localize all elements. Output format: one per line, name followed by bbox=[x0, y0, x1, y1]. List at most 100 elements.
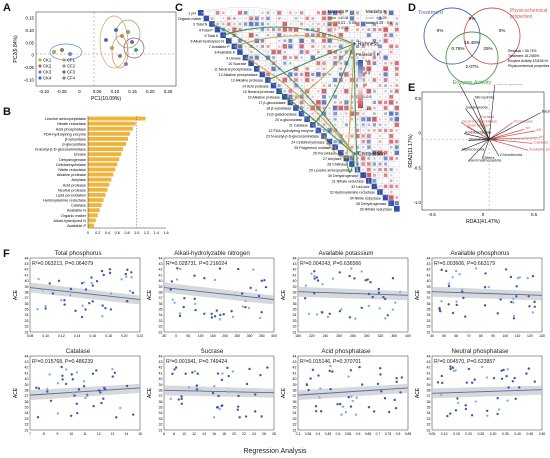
heatmap-square bbox=[222, 17, 225, 20]
regression-xtick: 320 bbox=[378, 334, 384, 338]
heatmap-square bbox=[390, 17, 392, 19]
pearson-colorbar-seg bbox=[358, 104, 363, 106]
heatmap-square bbox=[395, 44, 399, 49]
regression-line bbox=[163, 389, 275, 394]
mantel-link-richness bbox=[312, 43, 355, 126]
regression-ytick: 37 bbox=[25, 394, 29, 398]
heatmap-square bbox=[367, 151, 370, 154]
heatmap-square bbox=[356, 140, 359, 143]
regression-xtick: 0.12 bbox=[58, 334, 65, 338]
regression-ytick: 43 bbox=[25, 262, 29, 266]
regression-xtick: 26 bbox=[262, 432, 266, 436]
regression-point bbox=[91, 284, 95, 287]
regression-point bbox=[336, 403, 339, 406]
heatmap-square bbox=[345, 23, 348, 25]
regression-xtick: 100 bbox=[502, 334, 508, 338]
pca-legend-label: CF4 bbox=[67, 76, 76, 81]
regression-ytick: 43 bbox=[159, 360, 163, 364]
regression-panel: Neutral phosphatase 31 32 33 34 35 36 37 38 39 40 4… bbox=[414, 348, 546, 444]
heatmap-square bbox=[345, 134, 348, 138]
regression-point bbox=[226, 366, 229, 370]
regression-ytick: 39 bbox=[25, 383, 29, 387]
regression-point bbox=[195, 388, 199, 391]
regression-ylabel: ACE bbox=[281, 289, 287, 300]
heatmap-square bbox=[233, 17, 236, 20]
regression-point bbox=[326, 315, 330, 319]
regression-xtick: 0.45 bbox=[325, 432, 332, 436]
regression-point bbox=[69, 293, 72, 297]
heatmap-square bbox=[390, 151, 393, 154]
heatmap-square bbox=[328, 106, 331, 110]
heatmap-square bbox=[316, 61, 321, 66]
regression-point bbox=[111, 375, 114, 378]
heatmap-square bbox=[350, 73, 354, 76]
regression-point bbox=[314, 409, 318, 413]
heatmap-square bbox=[328, 84, 332, 88]
heatmap-square bbox=[350, 117, 354, 121]
regression-point bbox=[49, 399, 53, 403]
heatmap-square bbox=[395, 78, 398, 82]
heatmap-square bbox=[389, 94, 394, 99]
rda-env-label: Sucrase bbox=[480, 115, 494, 119]
pearson-colorbar-seg bbox=[358, 103, 363, 105]
heatmap-row-label: 27 Amylase bbox=[323, 157, 342, 161]
heatmap-square bbox=[306, 12, 308, 14]
regression-point bbox=[84, 308, 87, 311]
heatmap-square bbox=[394, 89, 399, 94]
regression-point bbox=[203, 276, 206, 280]
heatmap-square bbox=[350, 134, 354, 138]
regression-xtick: 0.20 bbox=[465, 432, 472, 436]
heatmap-square bbox=[328, 112, 331, 115]
rda-ytick: -0.5 bbox=[413, 165, 421, 170]
mantel-p-legend-label: 0.01 - 0.05 bbox=[338, 21, 356, 25]
vip-bar bbox=[88, 182, 110, 187]
heatmap-square bbox=[395, 17, 399, 20]
regression-point bbox=[462, 296, 465, 300]
regression-frame bbox=[29, 257, 141, 333]
regression-xtick: 250 bbox=[234, 334, 240, 338]
mantel-link-richness bbox=[345, 43, 355, 159]
venn-residual-line: Physicochemical properties 45.4903% bbox=[508, 64, 550, 68]
pearson-colorbar-seg bbox=[358, 76, 363, 79]
regression-ytick: 41 bbox=[25, 273, 29, 277]
heatmap-square bbox=[322, 67, 326, 71]
heatmap-square bbox=[327, 21, 332, 27]
regression-point bbox=[304, 284, 308, 287]
regression-point bbox=[101, 304, 104, 307]
heatmap-square bbox=[271, 66, 276, 72]
regression-ytick: 37 bbox=[293, 394, 297, 398]
regression-ytick: 40 bbox=[293, 279, 297, 283]
heatmap-square bbox=[271, 27, 276, 32]
heatmap-square bbox=[243, 10, 248, 15]
regression-point bbox=[88, 301, 91, 305]
regression-panel: Available potassium 31 32 33 34 35 36 37 38 39 40 4… bbox=[280, 250, 412, 346]
regression-ytick: 44 bbox=[293, 256, 297, 260]
heatmap-square bbox=[378, 128, 382, 133]
pearson-tick: -0.5 bbox=[365, 95, 372, 99]
heatmap-square bbox=[249, 16, 254, 21]
heatmap-square bbox=[339, 90, 342, 93]
regression-ytick: 44 bbox=[293, 354, 297, 358]
pca-point bbox=[118, 54, 122, 58]
pca-xtick: 0.10 bbox=[111, 89, 120, 94]
heatmap-square bbox=[283, 34, 286, 37]
regression-point bbox=[218, 407, 221, 411]
heatmap-square bbox=[306, 107, 309, 109]
regression-point bbox=[221, 372, 224, 375]
regression-point bbox=[340, 308, 343, 311]
regression-xtick: 14 bbox=[124, 432, 128, 436]
heatmap-square bbox=[345, 68, 348, 70]
richness-label: Richness bbox=[358, 42, 379, 48]
regression-xtick: 12 bbox=[97, 432, 101, 436]
venn-residual-line: Enzyme Activity 43.8161% bbox=[508, 59, 548, 63]
regression-point bbox=[470, 414, 474, 417]
heatmap-square bbox=[295, 23, 297, 25]
heatmap-square bbox=[289, 51, 291, 53]
regression-panel-title: Catalase bbox=[65, 348, 91, 355]
regression-ytick: 33 bbox=[25, 417, 29, 421]
rda-species-arrow bbox=[488, 84, 495, 140]
heatmap-square bbox=[394, 111, 399, 116]
pearson-colorbar-seg bbox=[358, 96, 363, 98]
